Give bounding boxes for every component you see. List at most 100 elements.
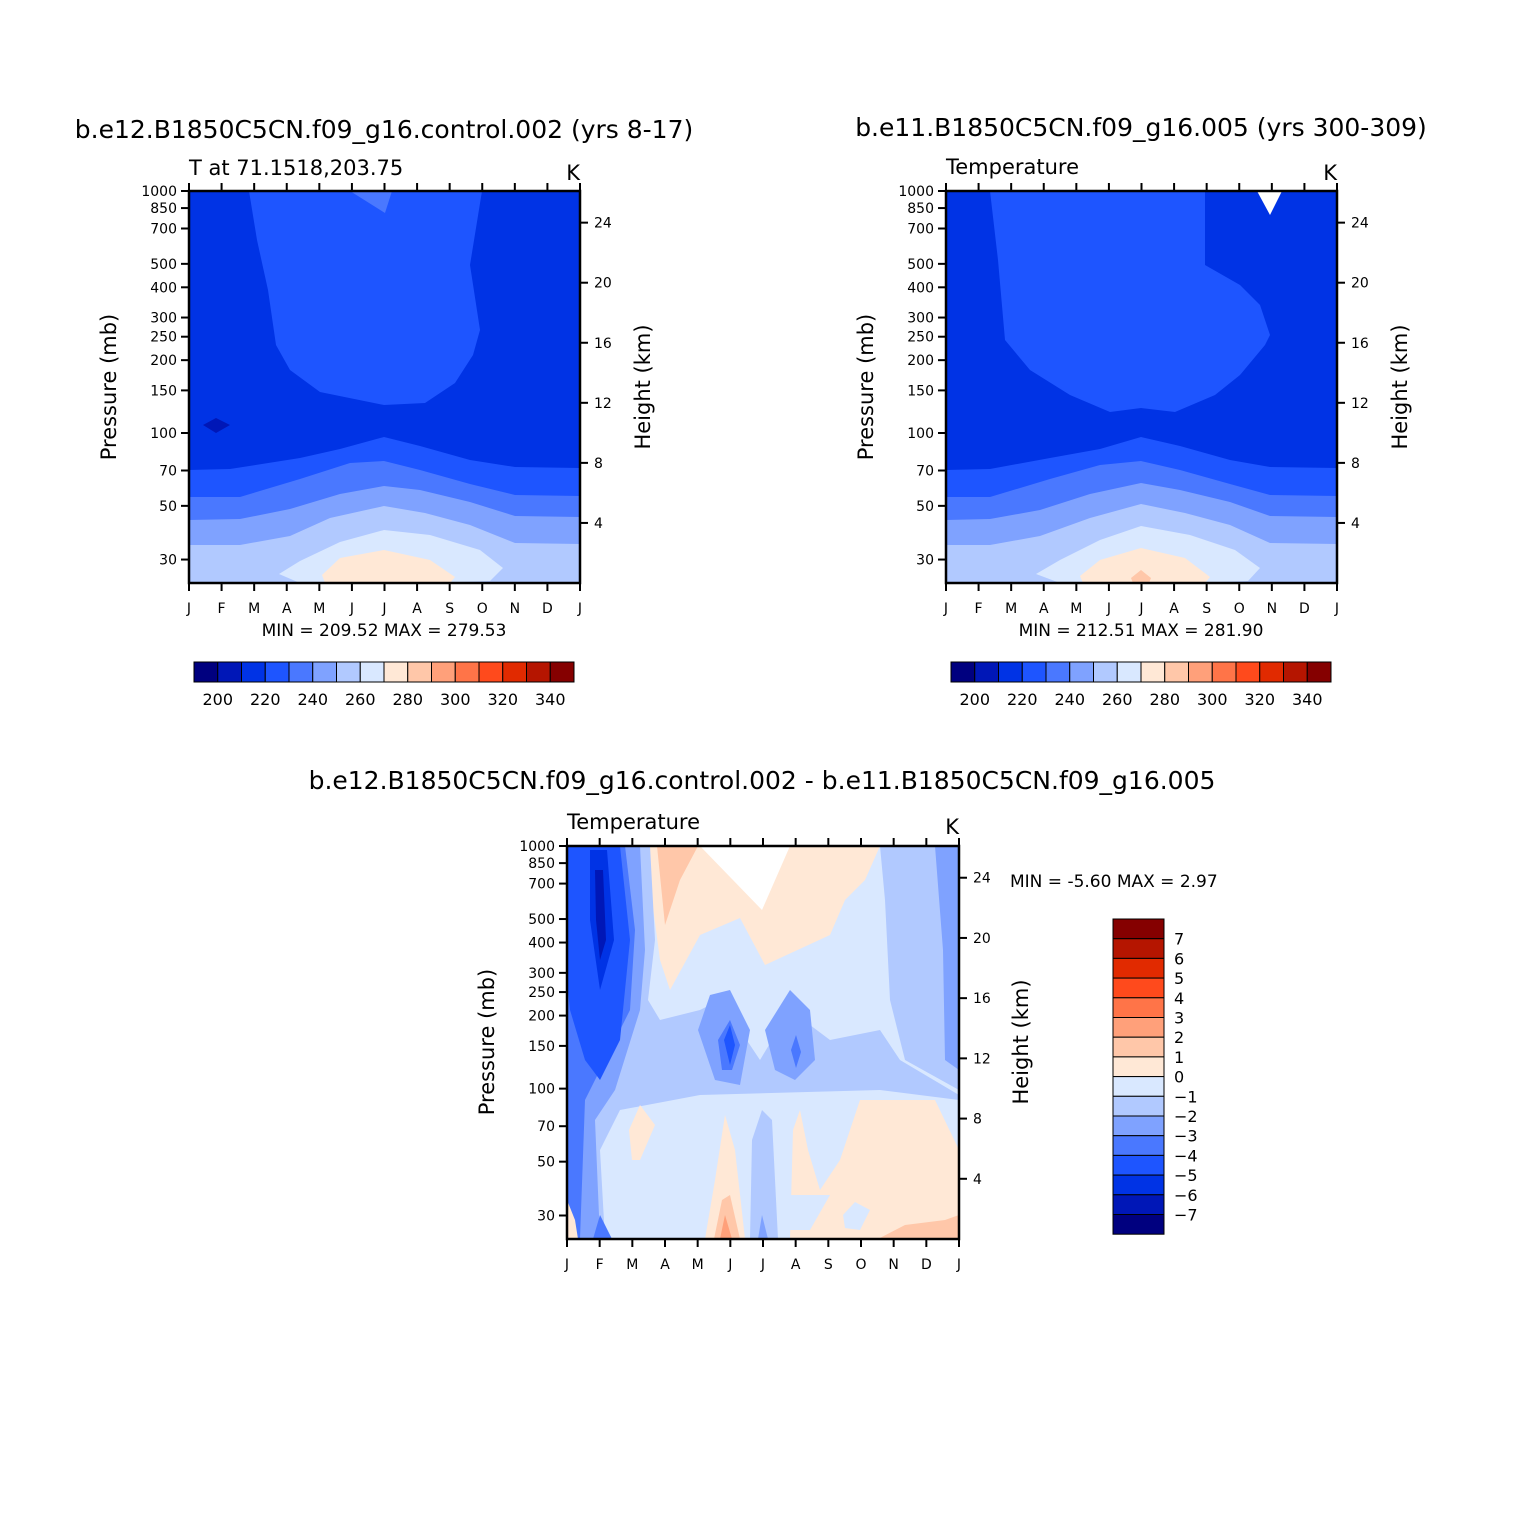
colorbar-swatch: [1112, 1174, 1165, 1196]
pressure-tick-label: 1000: [519, 839, 555, 855]
panel1-ylabel: Pressure (mb): [97, 314, 121, 461]
pressure-tick-label: 70: [537, 1119, 555, 1135]
colorbar-label: 6: [1174, 949, 1184, 968]
month-tick-label: M: [692, 1257, 704, 1273]
month-tick-label: S: [445, 601, 454, 617]
colorbar-swatch: [1112, 957, 1165, 979]
panel3-left-label: Temperature: [566, 810, 700, 834]
pressure-tick-label: 400: [150, 280, 177, 296]
colorbar-swatch: [1164, 661, 1189, 683]
height-tick-label: 16: [594, 336, 612, 352]
panel2-units: K: [1323, 161, 1338, 185]
pressure-tick-label: 50: [916, 499, 934, 515]
month-tick-label: M: [1070, 601, 1082, 617]
pressure-tick-label: 200: [150, 353, 177, 369]
height-tick-label: 4: [1351, 516, 1360, 532]
month-tick-label: J: [1334, 601, 1339, 617]
pressure-tick-label: 50: [537, 1155, 555, 1171]
colorbar-swatch: [1112, 1056, 1165, 1078]
colorbar-swatch: [1112, 1017, 1165, 1038]
pressure-tick-label: 700: [150, 221, 177, 237]
pressure-tick-label: 700: [907, 221, 934, 237]
month-tick-label: M: [1005, 601, 1017, 617]
pressure-tick-label: 250: [150, 330, 177, 346]
height-tick-label: 16: [973, 991, 991, 1007]
colorbar-swatch: [1112, 938, 1165, 959]
panel1-stats: MIN = 209.52 MAX = 279.53: [262, 621, 507, 641]
panel-reference: b.e11.B1850C5CN.f09_g16.005 (yrs 300-309…: [854, 113, 1427, 709]
pressure-tick-label: 850: [150, 201, 177, 217]
colorbar-label: 1: [1174, 1048, 1184, 1067]
panel1-title: b.e12.B1850C5CN.f09_g16.control.002 (yrs…: [75, 115, 694, 144]
height-tick-label: 24: [594, 216, 612, 232]
panel2-y2label: Height (km): [1388, 324, 1412, 449]
height-tick-label: 20: [1351, 276, 1369, 292]
panel1-left-label: T at 71.1518,203.75: [188, 156, 403, 180]
pressure-tick-label: 200: [907, 353, 934, 369]
colorbar-label: 220: [250, 690, 281, 709]
pressure-tick-label: 300: [150, 311, 177, 327]
colorbar-swatch: [1112, 977, 1165, 999]
height-tick-label: 8: [973, 1112, 982, 1128]
colorbar-label: 3: [1174, 1009, 1184, 1028]
height-tick-label: 16: [1351, 336, 1369, 352]
panel1-y2label: Height (km): [631, 324, 655, 449]
pressure-tick-label: 100: [907, 426, 934, 442]
month-tick-label: F: [596, 1257, 604, 1273]
pressure-tick-label: 500: [907, 257, 934, 273]
month-tick-label: S: [824, 1257, 833, 1273]
colorbar-swatch: [241, 661, 266, 683]
pressure-tick-label: 300: [528, 966, 555, 982]
month-tick-label: D: [921, 1257, 932, 1273]
month-tick-label: A: [282, 601, 292, 617]
month-tick-label: J: [956, 1257, 961, 1273]
height-tick-label: 20: [594, 276, 612, 292]
colorbar-swatch: [1283, 661, 1308, 683]
colorbar-label: −7: [1174, 1206, 1198, 1225]
panel3-plot-area: [567, 846, 959, 1239]
colorbar-label: −3: [1174, 1127, 1198, 1146]
colorbar-swatch: [383, 661, 409, 683]
month-tick-label: S: [1202, 601, 1211, 617]
colorbar-swatch: [1116, 661, 1142, 683]
colorbar-swatch: [454, 661, 480, 683]
pressure-tick-label: 1000: [141, 184, 177, 200]
height-tick-label: 20: [973, 931, 991, 947]
pressure-tick-label: 100: [528, 1082, 555, 1098]
panel3-y2label: Height (km): [1009, 979, 1033, 1104]
colorbar-swatch: [1112, 1154, 1165, 1176]
month-tick-label: J: [381, 601, 386, 617]
colorbar-label: −4: [1174, 1146, 1198, 1165]
month-tick-label: D: [1299, 601, 1310, 617]
pressure-tick-label: 400: [907, 280, 934, 296]
month-tick-label: A: [791, 1257, 801, 1273]
height-tick-label: 8: [1351, 456, 1360, 472]
colorbar-swatch: [1211, 661, 1237, 683]
colorbar-swatch: [502, 661, 527, 683]
month-tick-label: N: [888, 1257, 898, 1273]
colorbar-label: 300: [1197, 690, 1228, 709]
panel2-ylabel: Pressure (mb): [854, 314, 878, 461]
panel2-colorbar: 200 220 240 260 280 300 320 340: [950, 661, 1332, 709]
pressure-tick-label: 30: [537, 1208, 555, 1224]
month-tick-label: F: [975, 601, 983, 617]
panel2-plot-area: [946, 191, 1337, 583]
pressure-tick-label: 850: [907, 201, 934, 217]
colorbar-swatch: [431, 661, 456, 683]
colorbar-label: 0: [1174, 1068, 1184, 1087]
colorbar-label: 200: [202, 690, 233, 709]
colorbar-label: 340: [1292, 690, 1323, 709]
colorbar-swatch: [312, 661, 337, 683]
month-tick-label: D: [542, 601, 553, 617]
colorbar-swatch: [264, 661, 290, 683]
month-tick-label: J: [760, 1257, 765, 1273]
colorbar-swatch: [549, 661, 575, 683]
colorbar-label: 7: [1174, 930, 1184, 949]
panel3-units: K: [945, 815, 960, 839]
month-tick-label: J: [727, 1257, 732, 1273]
colorbar-label: 260: [1102, 690, 1133, 709]
colorbar-label: 280: [392, 690, 423, 709]
pressure-tick-label: 100: [150, 426, 177, 442]
